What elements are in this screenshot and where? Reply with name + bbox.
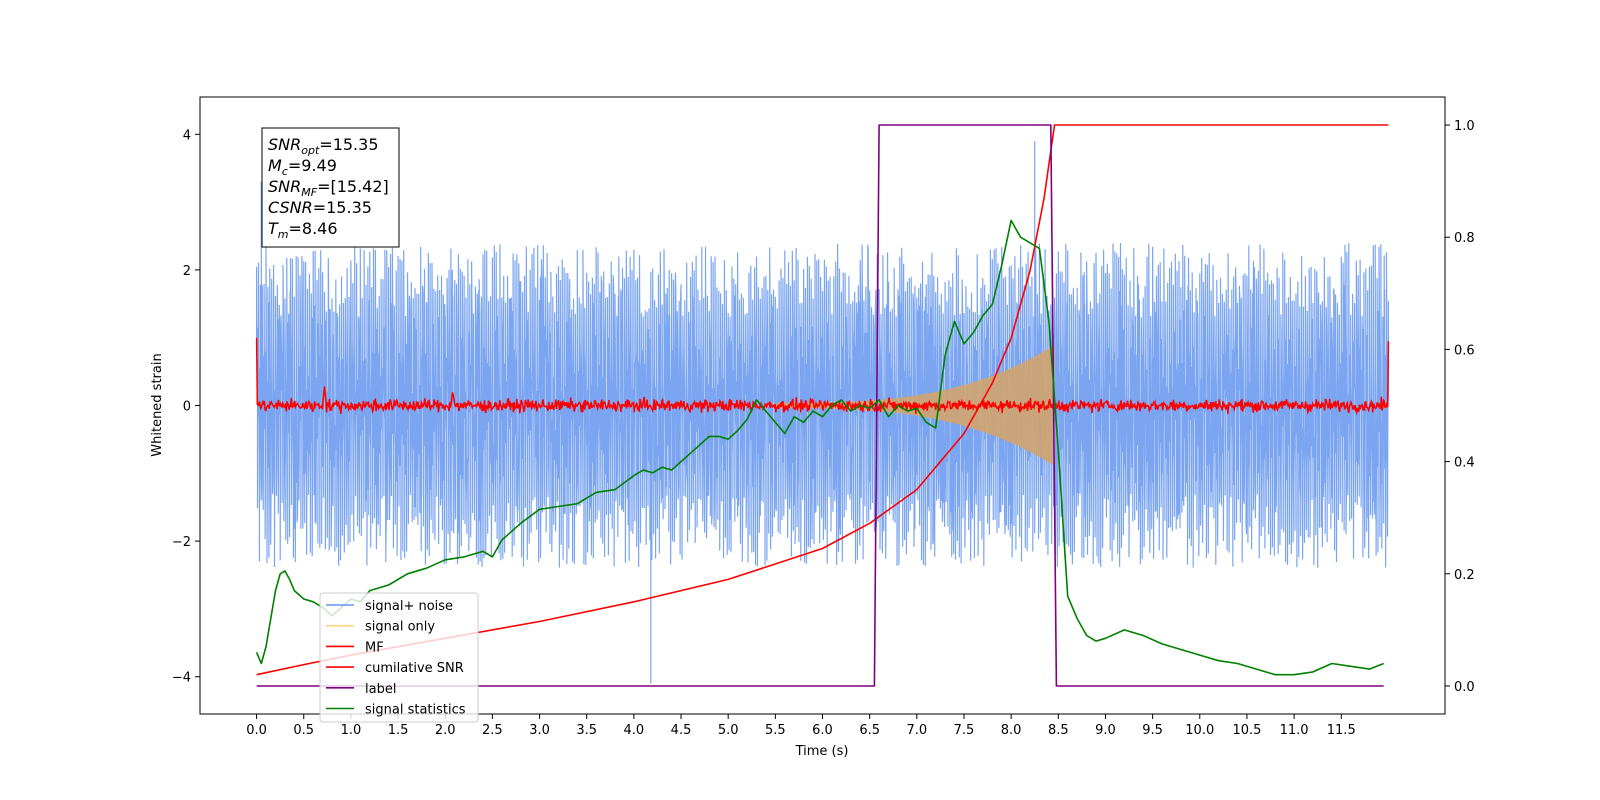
annotation-line: Mc=9.49 — [268, 156, 337, 178]
x-tick-label: 5.0 — [718, 723, 739, 738]
y-left-tick-label: 2 — [183, 264, 191, 279]
x-tick-label: 7.5 — [954, 723, 975, 738]
legend-label: signal statistics — [365, 703, 466, 718]
x-tick-label: 11.0 — [1280, 723, 1309, 738]
y-left-tick-label: 0 — [183, 400, 191, 415]
annotation-frame — [261, 127, 400, 248]
y-left-tick-label: −4 — [172, 671, 191, 686]
y-right-tick-label: 0.0 — [1454, 680, 1475, 695]
x-tick-label: 0.5 — [293, 723, 314, 738]
legend-label: label — [365, 682, 396, 697]
x-tick-label: 10.5 — [1232, 723, 1261, 738]
legend-label: MF — [365, 640, 384, 655]
x-tick-label: 8.5 — [1048, 723, 1069, 738]
series-mf — [255, 337, 1390, 416]
stats-annotation-box: SNRopt=15.35Mc=9.49SNRMF=[15.42]CSNR=15.… — [261, 127, 400, 248]
legend-label: signal+ noise — [365, 599, 453, 614]
annotation-line: SNRMF=[15.42] — [268, 177, 389, 199]
annotation-line: SNRopt=15.35 — [268, 135, 379, 157]
x-tick-label: 6.5 — [859, 723, 880, 738]
x-tick-label: 1.5 — [388, 723, 409, 738]
y-right-tick-label: 0.8 — [1454, 231, 1475, 246]
y-right-tick-label: 1.0 — [1454, 119, 1475, 134]
legend-frame — [319, 592, 479, 723]
x-axis-title: Time (s) — [795, 744, 849, 759]
x-tick-label: 6.0 — [812, 723, 833, 738]
x-tick-label: 11.5 — [1327, 723, 1356, 738]
axes-layer: 0.0 0.5 1.0 1.5 2.0 2.5 3.0 3.5 4.0 4.5 5.0 5.5 6.0 6… — [172, 119, 1475, 738]
x-tick-label: 3.0 — [529, 723, 550, 738]
series-signal-plus-noise — [256, 141, 1389, 684]
x-tick-label: 8.0 — [1001, 723, 1022, 738]
x-tick-label: 7.0 — [906, 723, 927, 738]
legend-label: signal only — [365, 620, 435, 635]
x-tick-label: 10.0 — [1185, 723, 1214, 738]
legend: signal+ noise signal only MF cumilative SNR… — [319, 592, 479, 723]
x-tick-label: 1.0 — [341, 723, 362, 738]
annotation-line: Tm=8.46 — [268, 219, 338, 241]
y-right-tick-label: 0.4 — [1454, 456, 1475, 471]
x-tick-label: 4.5 — [671, 723, 692, 738]
y-right-tick-label: 0.2 — [1454, 568, 1475, 583]
legend-label: cumilative SNR — [365, 661, 464, 676]
annotation-line: CSNR=15.35 — [268, 198, 372, 217]
x-tick-label: 2.5 — [482, 723, 503, 738]
x-tick-label: 5.5 — [765, 723, 786, 738]
y-right-tick-label: 0.6 — [1454, 343, 1475, 358]
x-tick-label: 9.0 — [1095, 723, 1116, 738]
y-left-tick-label: −2 — [172, 535, 191, 550]
series-signal-statistics — [255, 219, 1384, 676]
y-axis-title: Whitened strain — [150, 353, 165, 456]
series-label — [256, 124, 1384, 687]
y-left-tick-label: 4 — [183, 128, 191, 143]
x-tick-label: 9.5 — [1142, 723, 1163, 738]
x-tick-label: 2.0 — [435, 723, 456, 738]
x-tick-label: 4.0 — [624, 723, 645, 738]
x-tick-label: 0.0 — [246, 723, 267, 738]
x-tick-label: 3.5 — [576, 723, 597, 738]
